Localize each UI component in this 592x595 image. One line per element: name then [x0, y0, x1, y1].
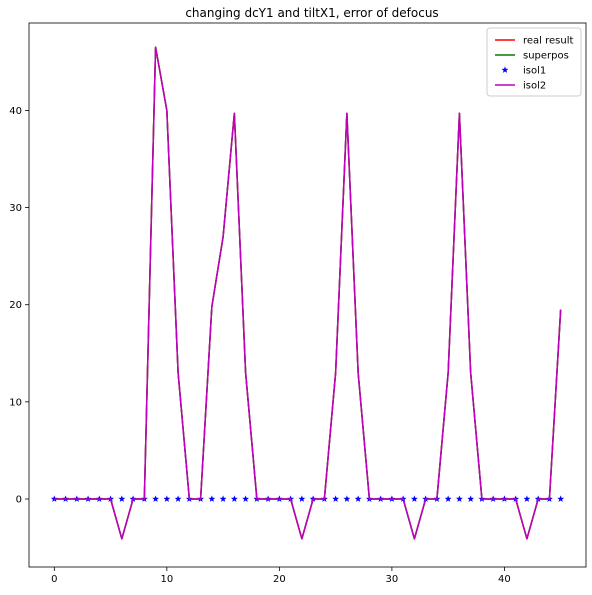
x-tick-label: 30 — [386, 574, 399, 585]
legend: real result superpos isol1 isol2 — [487, 28, 581, 96]
plot-area — [29, 23, 586, 567]
y-tick-label: 20 — [9, 300, 22, 311]
x-tick-label: 20 — [273, 574, 286, 585]
x-tick-label: 0 — [51, 574, 57, 585]
x-tick-label: 40 — [498, 574, 511, 585]
y-tick-label: 40 — [9, 106, 22, 117]
y-tick-label: 0 — [16, 495, 22, 506]
legend-label-superpos: superpos — [523, 51, 569, 62]
chart-title: changing dcY1 and tiltX1, error of defoc… — [185, 6, 438, 20]
legend-label-isol2: isol2 — [523, 81, 546, 92]
x-tick-label: 10 — [160, 574, 173, 585]
y-tick-label: 30 — [9, 203, 22, 214]
legend-label-real-result: real result — [523, 36, 573, 47]
legend-label-isol1: isol1 — [523, 66, 546, 77]
y-tick-label: 10 — [9, 397, 22, 408]
